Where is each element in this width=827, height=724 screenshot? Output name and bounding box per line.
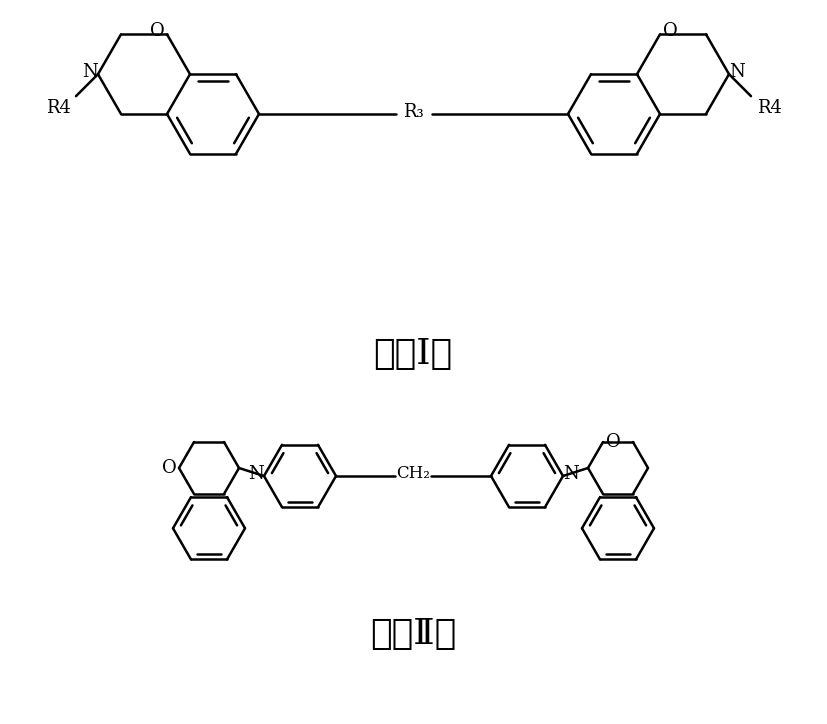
- Text: O: O: [662, 22, 677, 41]
- Text: R₃: R₃: [404, 103, 423, 121]
- Text: R4: R4: [757, 99, 782, 117]
- Text: N: N: [729, 63, 745, 81]
- Text: R4: R4: [45, 99, 70, 117]
- Text: 式（Ⅱ）: 式（Ⅱ）: [370, 617, 457, 651]
- Text: CH₂: CH₂: [396, 466, 430, 482]
- Text: O: O: [161, 459, 176, 477]
- Text: N: N: [248, 465, 264, 483]
- Text: O: O: [605, 433, 620, 451]
- Text: N: N: [82, 63, 98, 81]
- Text: O: O: [150, 22, 165, 41]
- Text: 式（Ⅰ）: 式（Ⅰ）: [374, 337, 452, 371]
- Text: N: N: [563, 465, 579, 483]
